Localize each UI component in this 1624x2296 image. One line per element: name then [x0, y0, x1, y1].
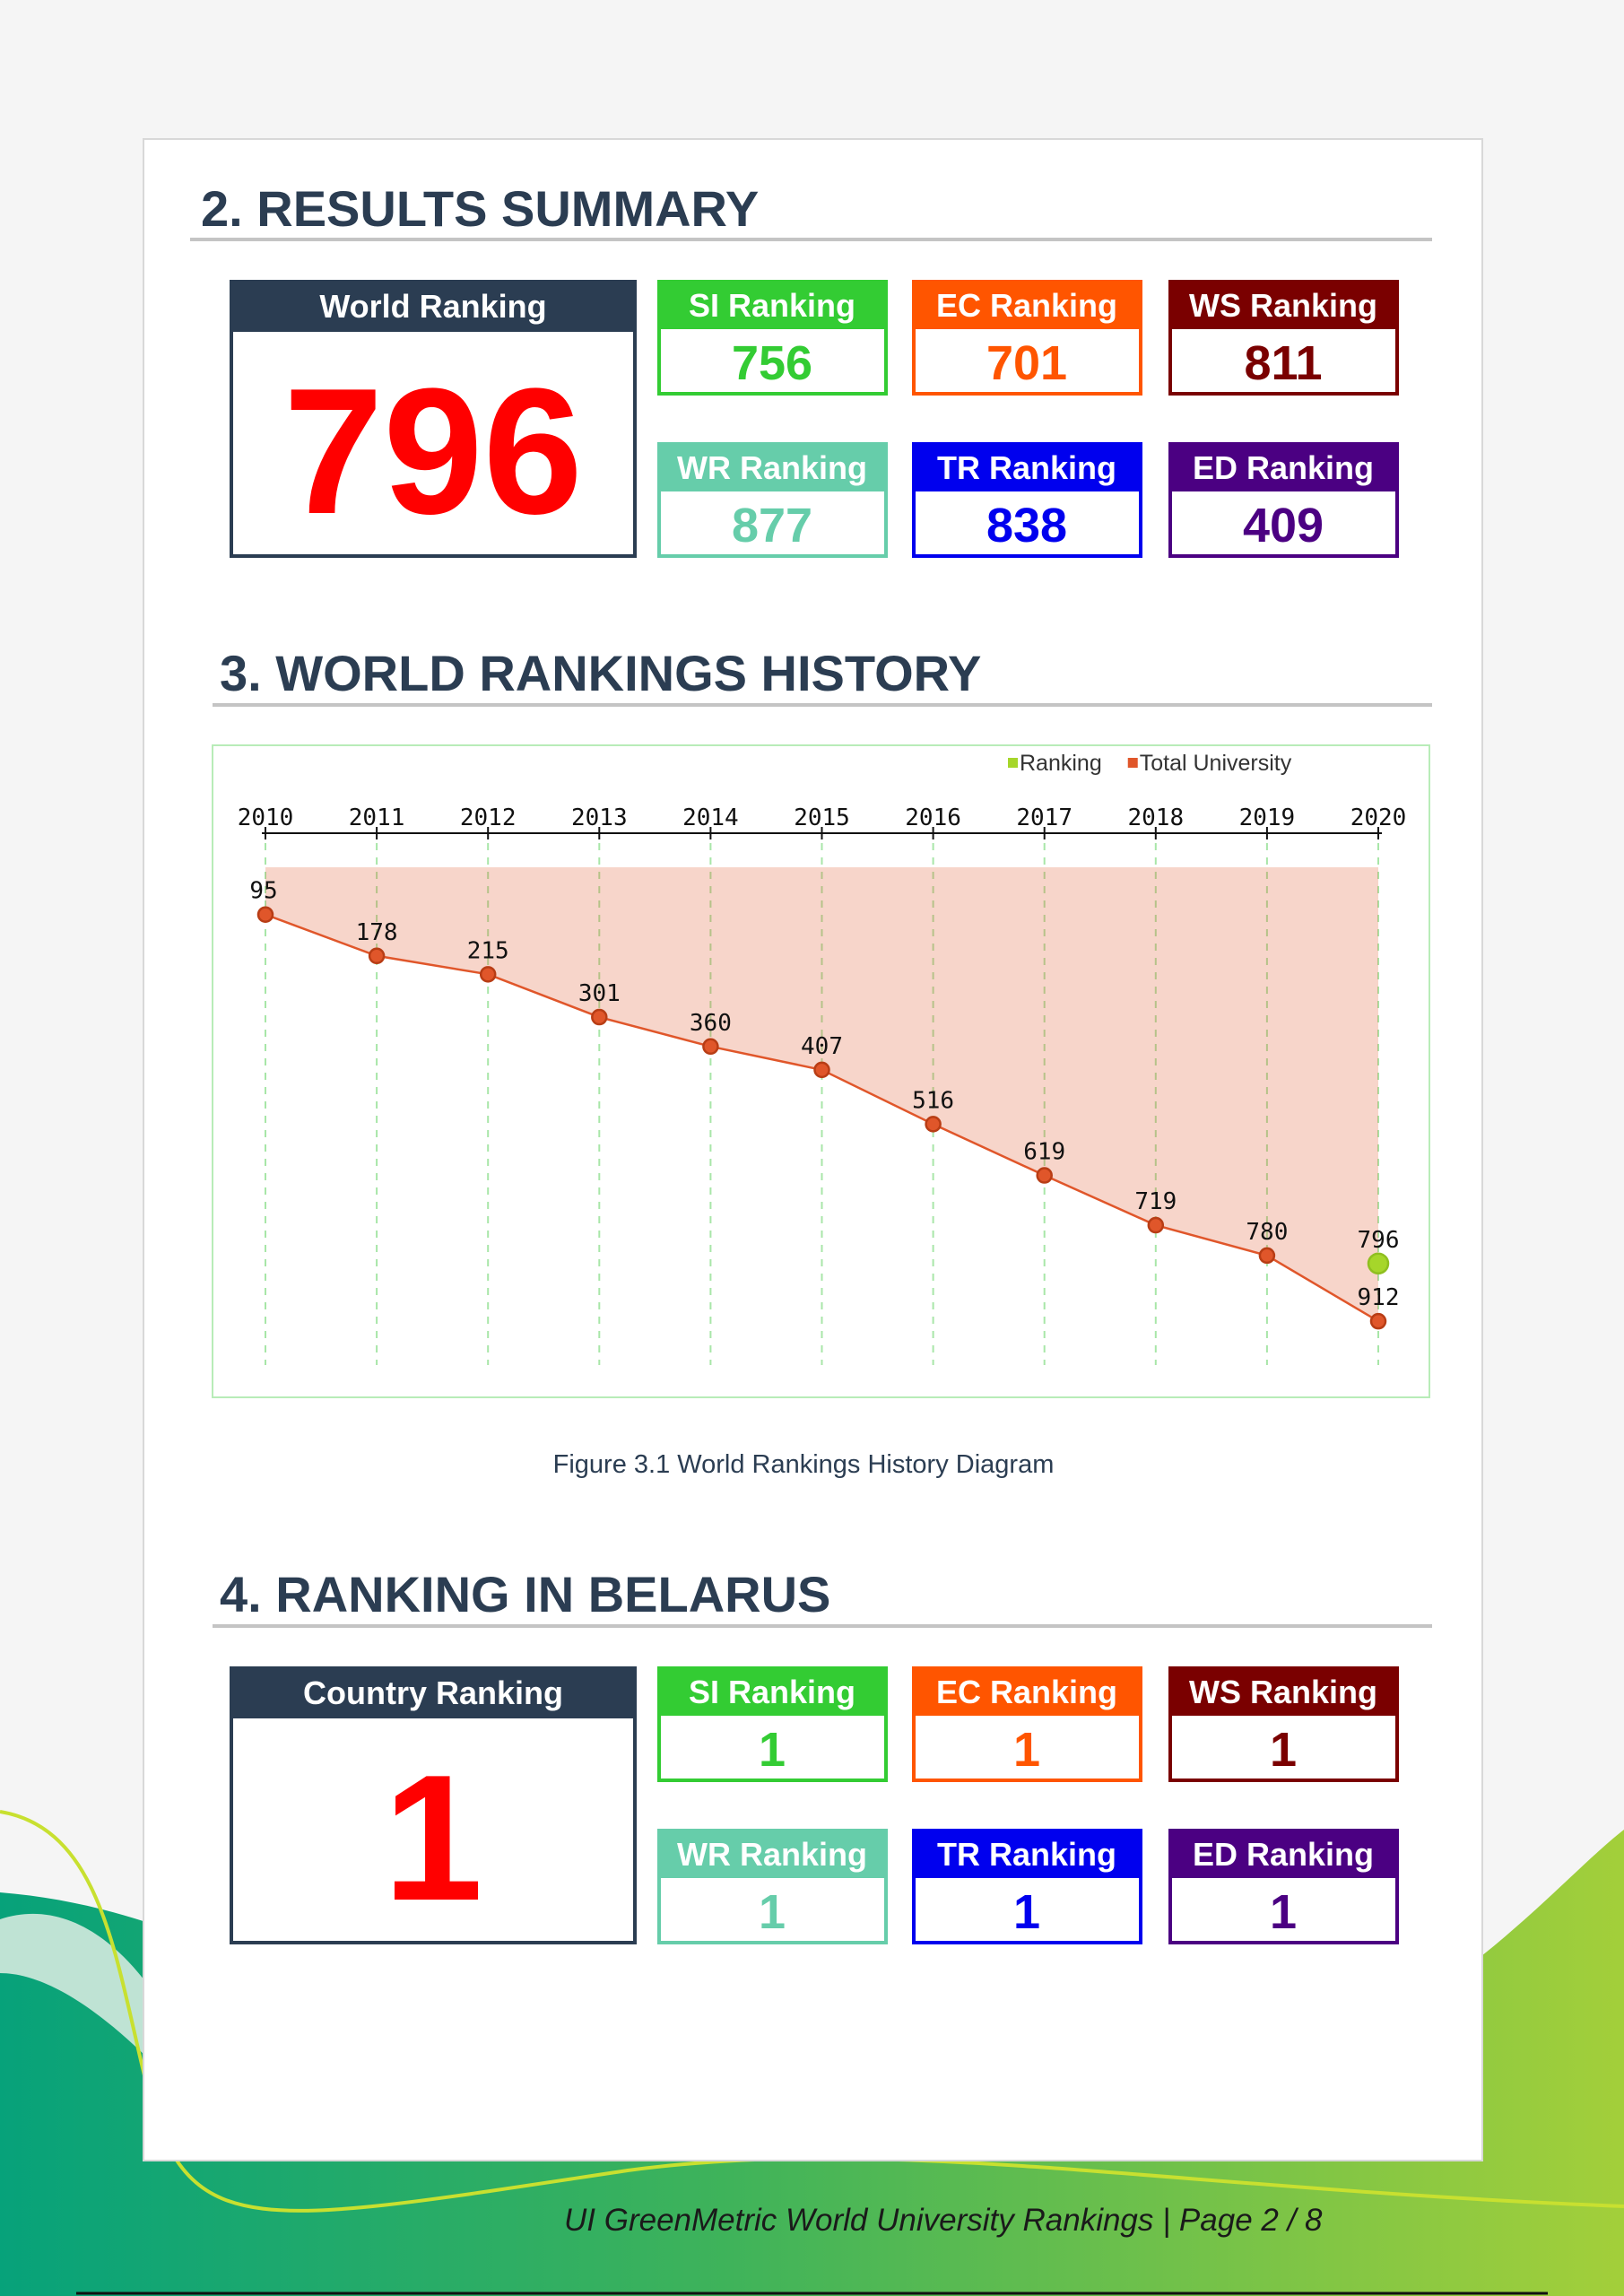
caption: Figure 3.1 World Rankings History Diagra…: [553, 1450, 1055, 1479]
indicator-value: 756: [732, 336, 812, 390]
main-box-value: 796: [283, 352, 583, 552]
data-label: 215: [467, 937, 509, 964]
data-label: 619: [1023, 1139, 1065, 1166]
indicator-label: SI Ranking: [689, 1674, 855, 1710]
indicator-value: 701: [986, 336, 1067, 390]
indicator-value: 811: [1244, 336, 1322, 390]
heading-rule: [213, 1624, 1432, 1628]
footer: UI GreenMetric World University Rankings…: [564, 2203, 1323, 2238]
point: [368, 947, 386, 965]
heading-rule: [190, 238, 1432, 241]
indicator-header: [1168, 1829, 1399, 1878]
indicator-header: [657, 1829, 888, 1878]
data-label: 178: [356, 919, 398, 946]
main-box-label: Country Ranking: [303, 1674, 563, 1711]
data-label: 796: [1358, 1227, 1400, 1254]
data-label: 301: [578, 980, 621, 1007]
indicator-label: WR Ranking: [677, 449, 867, 486]
indicator-header: [657, 1666, 888, 1716]
indicator-label: EC Ranking: [936, 287, 1117, 324]
indicator-value: 838: [986, 499, 1067, 552]
section-heading: 2. RESULTS SUMMARY: [201, 180, 759, 237]
legend-label: Ranking: [1020, 751, 1102, 776]
data-label: 516: [912, 1087, 954, 1114]
point: [256, 906, 274, 923]
indicator-header: [912, 280, 1142, 329]
point: [1258, 1247, 1276, 1265]
point: [1036, 1167, 1053, 1184]
data-label: 780: [1246, 1219, 1288, 1246]
indicator-label: TR Ranking: [937, 449, 1116, 486]
indicator-value: 1: [1270, 1723, 1297, 1777]
main-box-header: [230, 1666, 637, 1718]
heading-rule: [213, 703, 1432, 707]
point: [1369, 1312, 1387, 1330]
point: [479, 966, 497, 983]
section-heading: 3. WORLD RANKINGS HISTORY: [220, 645, 981, 701]
background-curve: [0, 1810, 1624, 2213]
main-box-label: World Ranking: [319, 288, 546, 325]
indicator-header: [657, 280, 888, 329]
legend-label: Total University: [1140, 751, 1292, 776]
point: [591, 1008, 608, 1026]
indicator-header: [912, 1666, 1142, 1716]
point: [1147, 1216, 1165, 1234]
main-box-header: [230, 280, 637, 332]
indicator-value: 1: [1270, 1885, 1297, 1939]
indicator-label: EC Ranking: [936, 1674, 1117, 1710]
indicator-value: 409: [1243, 499, 1324, 552]
point: [702, 1038, 719, 1056]
indicator-label: SI Ranking: [689, 287, 855, 324]
section-heading: 4. RANKING IN BELARUS: [220, 1566, 830, 1622]
indicator-header: [912, 442, 1142, 491]
data-label: 912: [1358, 1284, 1400, 1311]
point: [813, 1061, 830, 1079]
indicator-header: [912, 1829, 1142, 1878]
indicator-value: 1: [759, 1885, 786, 1939]
data-label: 95: [249, 878, 277, 905]
indicator-label: WS Ranking: [1189, 1674, 1377, 1710]
data-label: 407: [801, 1033, 843, 1060]
indicator-header: [1168, 1666, 1399, 1716]
indicator-label: ED Ranking: [1193, 1836, 1374, 1873]
point: [1367, 1252, 1390, 1275]
area: [265, 867, 1378, 1322]
indicator-value: 1: [759, 1723, 786, 1777]
indicator-value: 1: [1013, 1723, 1040, 1777]
indicator-header: [1168, 442, 1399, 491]
point: [925, 1116, 942, 1133]
data-label: 360: [690, 1010, 732, 1037]
indicator-label: WR Ranking: [677, 1836, 867, 1873]
indicator-label: ED Ranking: [1193, 449, 1374, 486]
indicator-label: TR Ranking: [937, 1836, 1116, 1873]
indicator-value: 1: [1013, 1885, 1040, 1939]
main-box-value: 1: [383, 1738, 482, 1938]
indicator-label: WS Ranking: [1189, 287, 1377, 324]
legend-swatch: [1127, 758, 1138, 768]
data-label: 719: [1134, 1188, 1177, 1215]
indicator-value: 877: [732, 499, 812, 552]
legend-swatch: [1008, 758, 1018, 768]
indicator-header: [657, 442, 888, 491]
indicator-header: [1168, 280, 1399, 329]
